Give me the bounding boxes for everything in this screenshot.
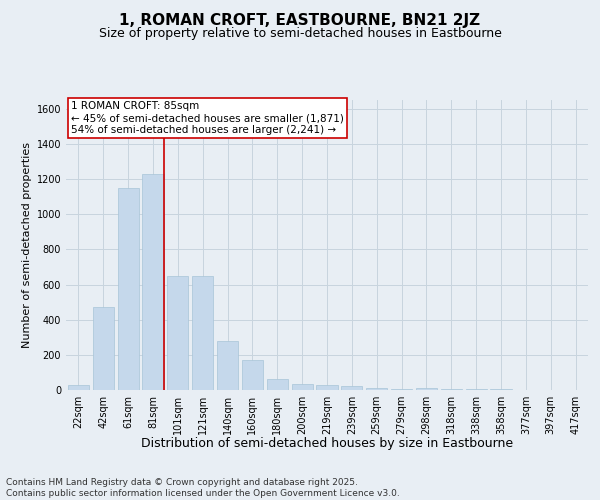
Bar <box>142 174 164 390</box>
Bar <box>242 360 263 390</box>
Bar <box>391 389 412 390</box>
Bar <box>341 386 362 390</box>
Bar <box>93 308 114 390</box>
Bar <box>68 384 89 390</box>
X-axis label: Distribution of semi-detached houses by size in Eastbourne: Distribution of semi-detached houses by … <box>141 437 513 450</box>
Bar <box>192 276 213 390</box>
Bar <box>292 384 313 390</box>
Bar <box>217 341 238 390</box>
Bar <box>441 389 462 390</box>
Bar <box>167 276 188 390</box>
Bar <box>366 388 387 390</box>
Bar <box>267 380 288 390</box>
Bar <box>316 385 338 390</box>
Text: 1, ROMAN CROFT, EASTBOURNE, BN21 2JZ: 1, ROMAN CROFT, EASTBOURNE, BN21 2JZ <box>119 12 481 28</box>
Text: 1 ROMAN CROFT: 85sqm
← 45% of semi-detached houses are smaller (1,871)
54% of se: 1 ROMAN CROFT: 85sqm ← 45% of semi-detac… <box>71 102 344 134</box>
Text: Contains HM Land Registry data © Crown copyright and database right 2025.
Contai: Contains HM Land Registry data © Crown c… <box>6 478 400 498</box>
Text: Size of property relative to semi-detached houses in Eastbourne: Size of property relative to semi-detach… <box>98 28 502 40</box>
Bar <box>118 188 139 390</box>
Bar <box>466 389 487 390</box>
Y-axis label: Number of semi-detached properties: Number of semi-detached properties <box>22 142 32 348</box>
Bar <box>416 388 437 390</box>
